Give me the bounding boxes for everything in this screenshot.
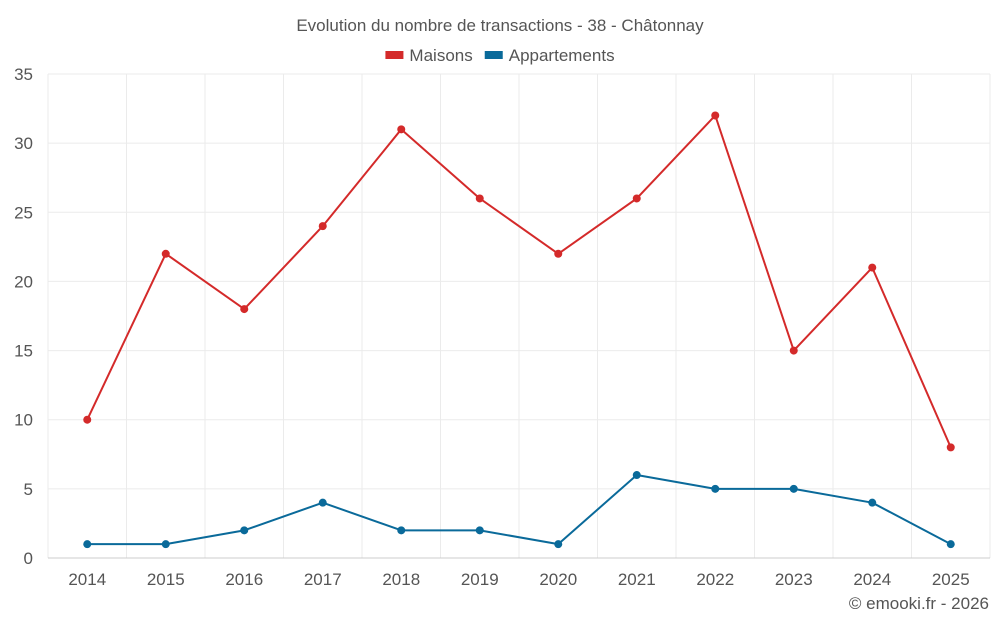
- y-tick-label: 20: [14, 272, 33, 291]
- y-tick-label: 35: [14, 65, 33, 84]
- y-tick-label: 5: [24, 480, 33, 499]
- y-tick-label: 15: [14, 342, 33, 361]
- data-point-maisons[interactable]: [161, 249, 170, 258]
- data-point-appartements[interactable]: [161, 540, 170, 549]
- x-tick-label: 2021: [618, 570, 656, 589]
- data-point-appartements[interactable]: [946, 540, 955, 549]
- credit-text: © emooki.fr - 2026: [849, 594, 989, 613]
- data-point-maisons[interactable]: [554, 249, 563, 258]
- data-point-maisons[interactable]: [83, 415, 92, 424]
- x-tick-label: 2015: [147, 570, 185, 589]
- grid: [47, 73, 991, 558]
- data-point-appartements[interactable]: [554, 540, 563, 549]
- legend-swatch: [385, 51, 404, 59]
- y-tick-label: 10: [14, 411, 33, 430]
- series-layer: [83, 111, 955, 549]
- x-tick-label: 2025: [932, 570, 970, 589]
- data-point-maisons[interactable]: [397, 125, 406, 134]
- data-point-maisons[interactable]: [868, 263, 877, 272]
- data-point-appartements[interactable]: [83, 540, 92, 549]
- legend-item-maisons[interactable]: Maisons: [385, 46, 473, 65]
- legend-item-appartements[interactable]: Appartements: [484, 46, 615, 65]
- x-tick-label: 2014: [68, 570, 106, 589]
- chart-title: Evolution du nombre de transactions - 38…: [296, 16, 704, 35]
- data-point-appartements[interactable]: [789, 484, 798, 493]
- data-point-maisons[interactable]: [632, 194, 641, 203]
- data-point-maisons[interactable]: [318, 222, 327, 231]
- data-point-maisons[interactable]: [789, 346, 798, 355]
- data-point-appartements[interactable]: [632, 471, 641, 480]
- data-point-maisons[interactable]: [240, 305, 249, 314]
- y-axis: 0 5 10 15 20 25 30 35: [14, 65, 33, 568]
- data-point-appartements[interactable]: [475, 526, 484, 535]
- data-point-maisons[interactable]: [711, 111, 720, 120]
- legend-label: Maisons: [409, 46, 472, 65]
- x-tick-label: 2020: [539, 570, 577, 589]
- x-tick-label: 2018: [382, 570, 420, 589]
- legend-label: Appartements: [509, 46, 615, 65]
- data-point-appartements[interactable]: [711, 484, 720, 493]
- x-tick-label: 2017: [304, 570, 342, 589]
- x-tick-label: 2022: [696, 570, 734, 589]
- data-point-appartements[interactable]: [397, 526, 406, 535]
- y-tick-label: 30: [14, 134, 33, 153]
- legend: Maisons Appartements: [385, 46, 615, 65]
- y-tick-label: 0: [24, 549, 33, 568]
- data-point-maisons[interactable]: [946, 443, 955, 452]
- x-tick-label: 2023: [775, 570, 813, 589]
- data-point-appartements[interactable]: [868, 498, 877, 507]
- series-line-maisons: [86, 114, 952, 448]
- data-point-appartements[interactable]: [240, 526, 249, 535]
- x-tick-label: 2016: [225, 570, 263, 589]
- y-tick-label: 25: [14, 203, 33, 222]
- legend-swatch: [484, 51, 503, 59]
- data-point-appartements[interactable]: [318, 498, 327, 507]
- x-tick-label: 2019: [461, 570, 499, 589]
- series-line-appartements: [87, 474, 952, 546]
- x-axis: 2014 2015 2016 2017 2018 2019 2020 2021 2022 2023…: [48, 557, 990, 589]
- data-point-maisons[interactable]: [475, 194, 484, 203]
- x-tick-label: 2024: [853, 570, 891, 589]
